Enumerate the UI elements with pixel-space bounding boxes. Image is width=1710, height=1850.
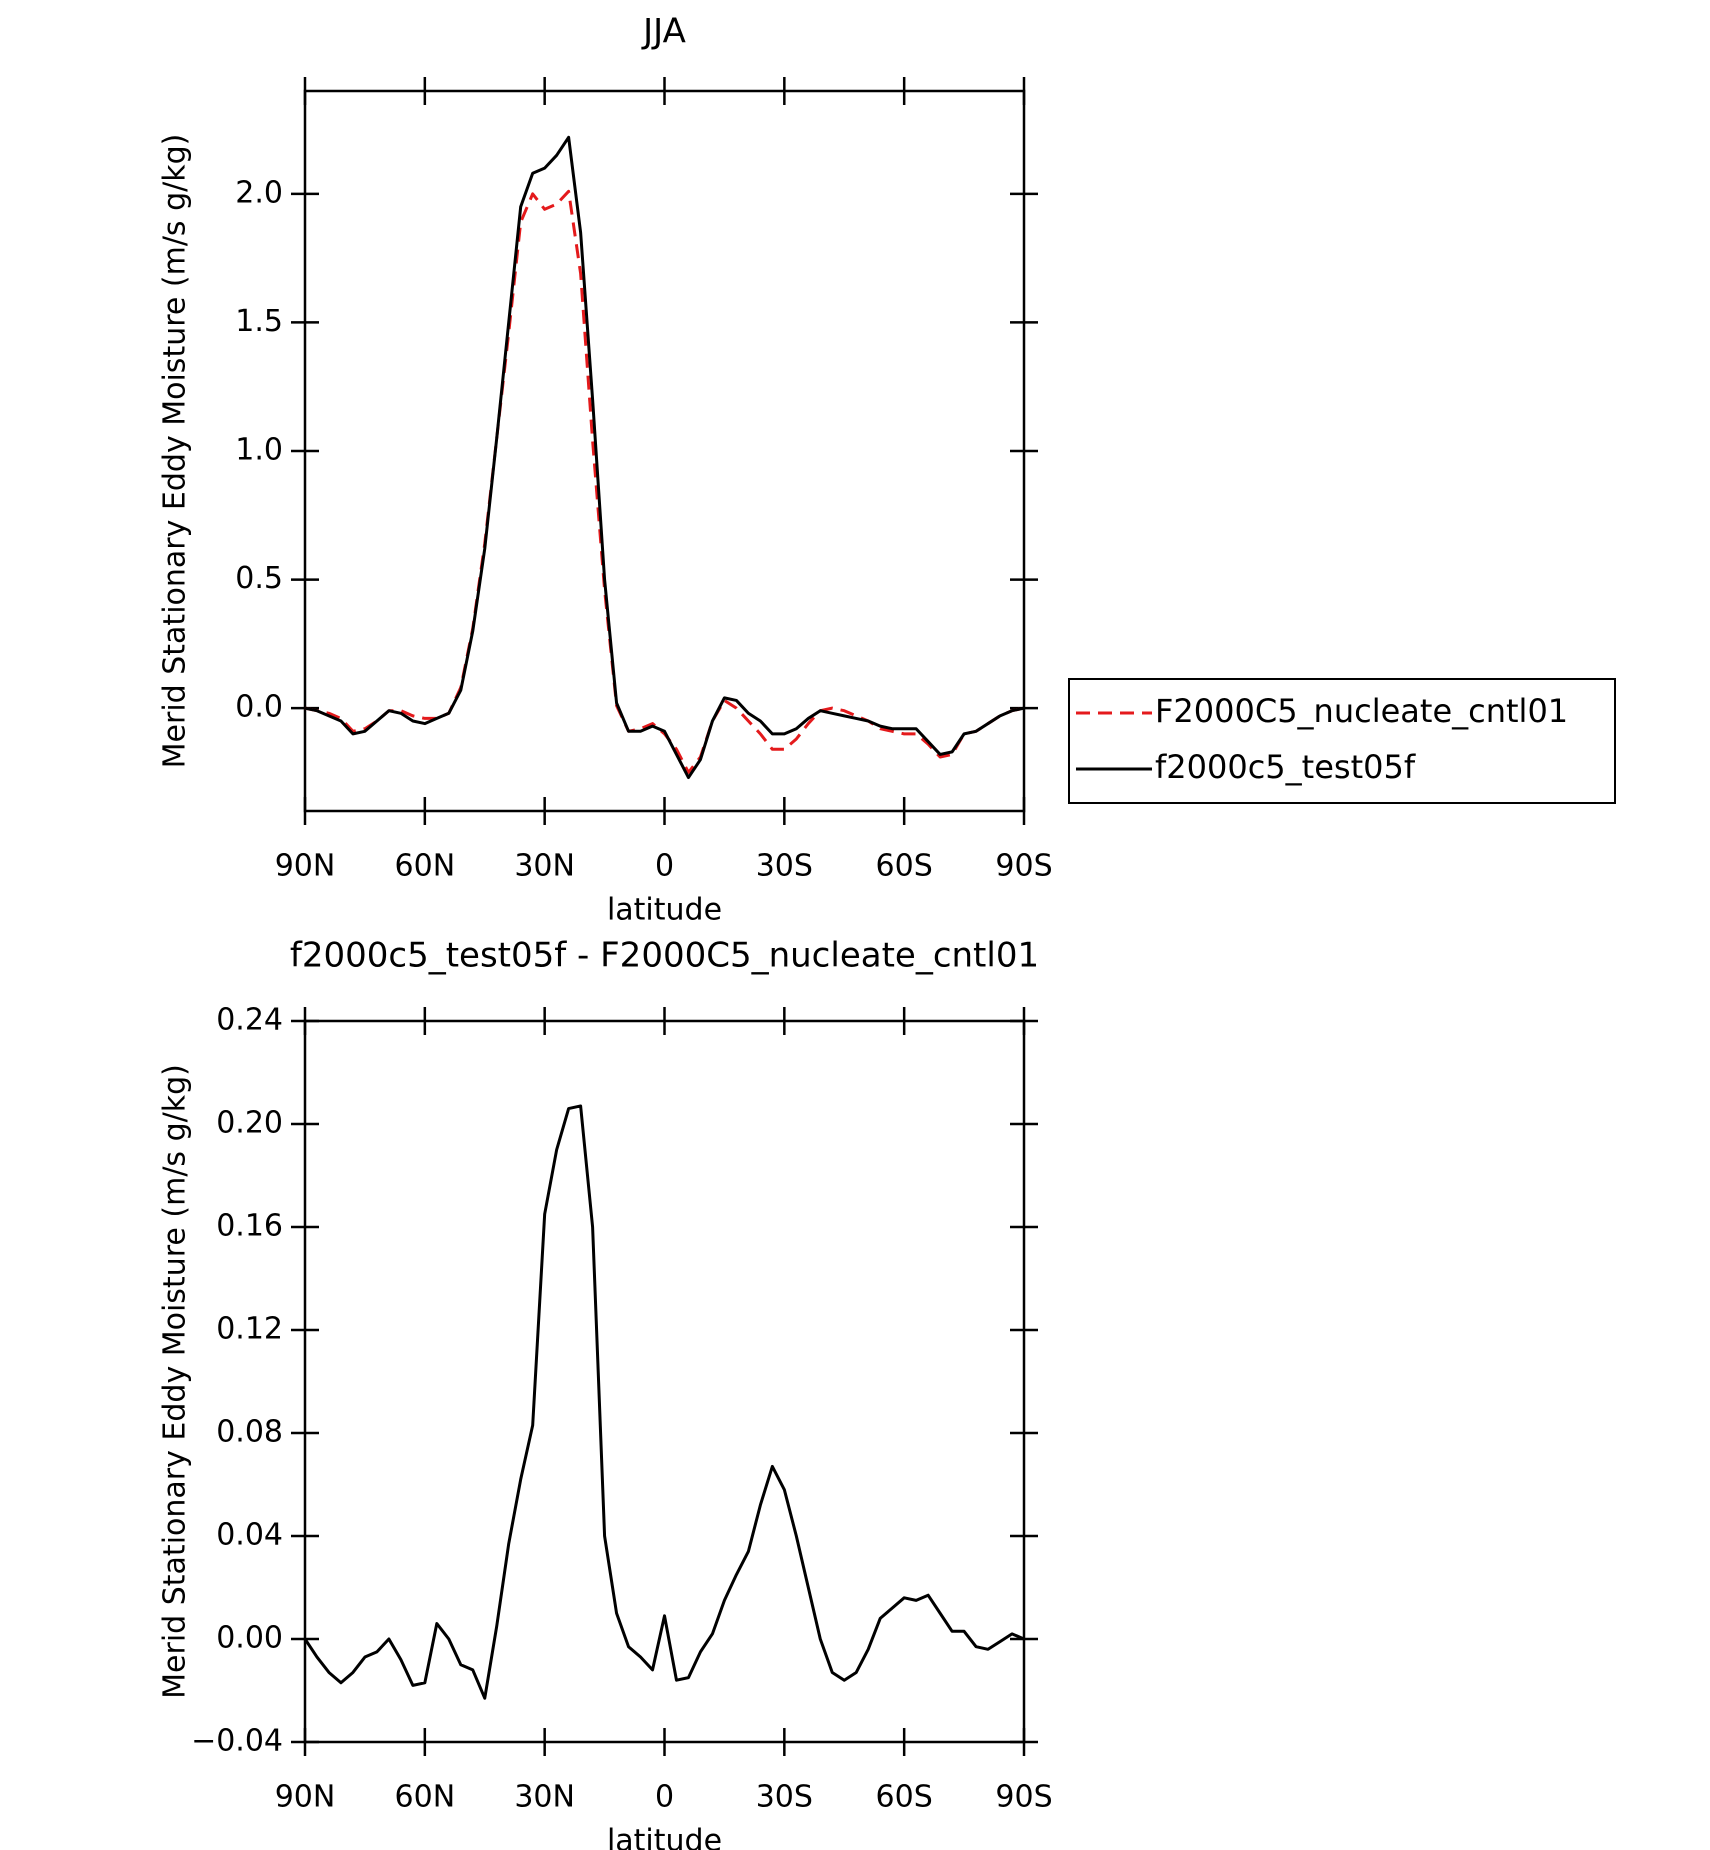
x-tick-label: 30S xyxy=(756,1780,813,1815)
y-tick-label: 0.12 xyxy=(216,1312,283,1347)
plot-frame xyxy=(303,1019,1026,1744)
x-tick-label: 30N xyxy=(514,1780,575,1815)
legend-label: F2000C5_nucleate_cntl01 xyxy=(1155,692,1568,730)
y-tick-label: 2.0 xyxy=(235,175,283,210)
y-tick-label: 0.08 xyxy=(216,1415,283,1450)
x-tick-label: 30N xyxy=(514,849,575,884)
y-axis-label: Merid Stationary Eddy Moisture (m/s g/kg… xyxy=(158,1064,193,1699)
data-line xyxy=(304,135,1025,780)
y-tick-label: 0.0 xyxy=(235,690,283,725)
data-line xyxy=(303,1104,1025,1700)
y-tick-label: 0.20 xyxy=(216,1106,283,1141)
y-tick-label: 0.16 xyxy=(216,1209,283,1244)
y-tick-label: 0.04 xyxy=(216,1518,283,1553)
data-line xyxy=(304,189,1025,774)
chart-title: JJA xyxy=(641,12,686,52)
x-tick-label: 90S xyxy=(995,1780,1052,1815)
x-axis-label: latitude xyxy=(607,1824,722,1850)
x-tick-label: 60N xyxy=(395,1780,456,1815)
y-tick-label: 0.24 xyxy=(216,1003,283,1038)
x-tick-label: 60S xyxy=(876,1780,933,1815)
y-tick-label: 1.5 xyxy=(235,304,283,339)
legend: F2000C5_nucleate_cntl01 f2000c5_test05f xyxy=(1068,678,1616,804)
y-axis-label: Merid Stationary Eddy Moisture (m/s g/kg… xyxy=(158,134,193,769)
legend-box xyxy=(1068,678,1616,804)
legend-label: f2000c5_test05f xyxy=(1155,748,1416,786)
x-tick-label: 90N xyxy=(275,849,336,884)
y-tick-label: 0.00 xyxy=(216,1621,283,1656)
y-tick-label: −0.04 xyxy=(191,1724,283,1759)
x-tick-label: 0 xyxy=(655,1780,674,1815)
chart-title: f2000c5_test05f - F2000C5_nucleate_cntl0… xyxy=(290,936,1039,976)
x-tick-label: 0 xyxy=(655,849,674,884)
x-tick-label: 90S xyxy=(995,849,1052,884)
x-tick-label: 60N xyxy=(395,849,456,884)
x-tick-label: 90N xyxy=(275,1780,336,1815)
x-axis-label: latitude xyxy=(607,893,722,928)
y-tick-label: 0.5 xyxy=(235,561,283,596)
y-tick-label: 1.0 xyxy=(235,433,283,468)
x-tick-label: 60S xyxy=(876,849,933,884)
x-tick-label: 30S xyxy=(756,849,813,884)
plot-frame xyxy=(303,89,1026,813)
